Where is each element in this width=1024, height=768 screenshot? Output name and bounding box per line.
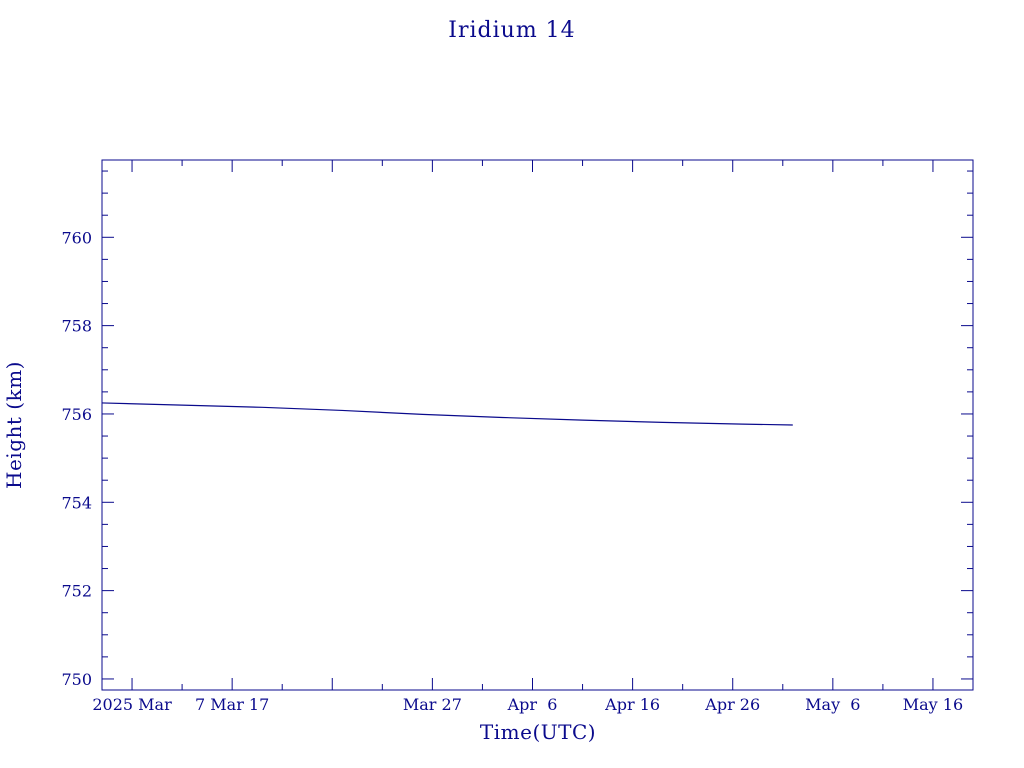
x-tick-label: Apr 26 — [704, 695, 760, 714]
x-tick-label: 2025 Mar — [92, 695, 172, 714]
chart-title: Iridium 14 — [448, 18, 575, 43]
x-axis-label: Time(UTC) — [480, 720, 596, 744]
y-tick-label: 752 — [61, 582, 92, 601]
y-tick-label: 756 — [61, 405, 92, 424]
x-tick-label: Apr 6 — [507, 695, 558, 714]
y-tick-label: 750 — [61, 670, 92, 689]
tick-labels: 2025 Mar 7 Mar 17 Mar 27 Apr 6 Apr 16 Apr 26 M… — [61, 228, 963, 714]
x-tick-label: May 16 — [903, 695, 963, 714]
y-tick-label: 760 — [61, 228, 92, 247]
series-line-0 — [101, 402, 793, 426]
x-tick-label: May 6 — [805, 695, 860, 714]
plot-frame — [101, 159, 974, 691]
x-tick-label: Mar 27 — [403, 695, 462, 714]
y-axis-label: Height (km) — [2, 361, 26, 489]
y-tick-label: 758 — [61, 317, 92, 336]
x-tick-label: 7 Mar 17 — [195, 695, 269, 714]
x-tick-label: Apr 16 — [604, 695, 660, 714]
axis-ticks — [102, 160, 973, 690]
series-layer — [101, 402, 793, 426]
y-tick-label: 754 — [61, 493, 92, 512]
